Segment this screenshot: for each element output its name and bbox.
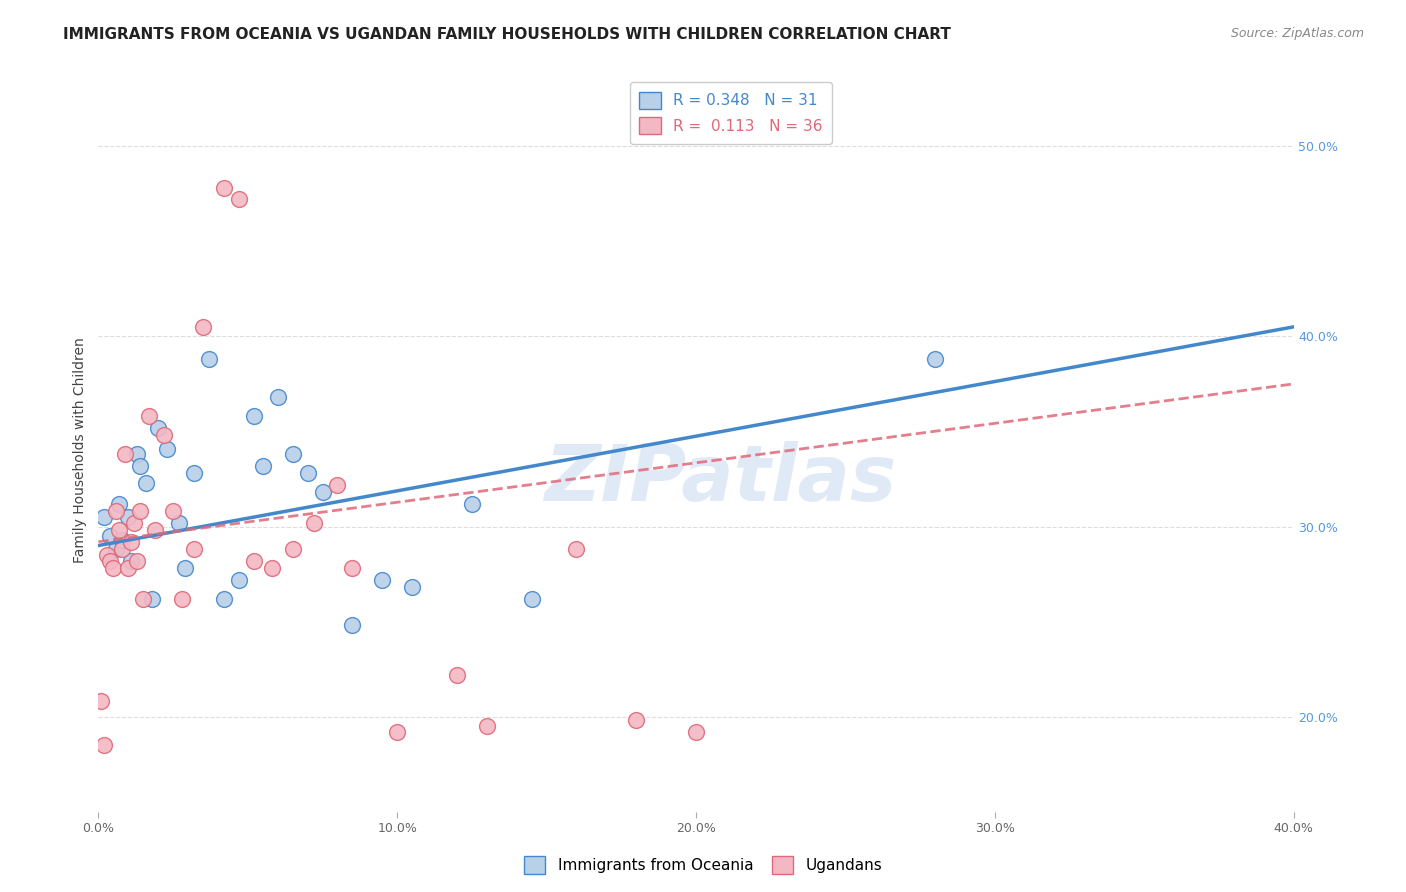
Point: [162, 504, 184, 518]
Point: [98, 554, 122, 568]
Point: [96, 548, 118, 562]
Point: [114, 447, 136, 461]
Point: [311, 485, 333, 500]
Point: [371, 573, 394, 587]
Point: [565, 542, 588, 557]
Point: [135, 475, 157, 490]
Point: [475, 719, 498, 733]
Point: [117, 510, 139, 524]
Point: [243, 409, 266, 424]
Point: [174, 561, 197, 575]
Point: [326, 477, 349, 491]
Point: [132, 591, 155, 606]
Point: [108, 524, 131, 538]
Point: [93, 738, 115, 752]
Point: [342, 618, 364, 632]
Point: [103, 561, 125, 575]
Point: [297, 467, 319, 481]
Point: [191, 319, 214, 334]
Point: [446, 668, 468, 682]
Point: [924, 352, 946, 367]
Legend: Immigrants from Oceania, Ugandans: Immigrants from Oceania, Ugandans: [517, 850, 889, 880]
Point: [148, 420, 170, 434]
Point: [461, 497, 484, 511]
Point: [626, 714, 648, 728]
Point: [385, 724, 409, 739]
Point: [127, 554, 149, 568]
Point: [281, 447, 304, 461]
Point: [198, 352, 221, 367]
Text: Source: ZipAtlas.com: Source: ZipAtlas.com: [1230, 27, 1364, 40]
Point: [212, 591, 235, 606]
Point: [138, 409, 160, 424]
Point: [243, 554, 266, 568]
Point: [117, 561, 139, 575]
Point: [260, 561, 283, 575]
Point: [685, 724, 707, 739]
Point: [93, 510, 115, 524]
Point: [183, 542, 205, 557]
Point: [520, 591, 543, 606]
Point: [401, 580, 423, 594]
Point: [129, 504, 152, 518]
Point: [98, 529, 122, 543]
Point: [281, 542, 304, 557]
Point: [105, 504, 128, 518]
Point: [267, 390, 290, 404]
Point: [105, 542, 128, 557]
Point: [124, 516, 146, 530]
Point: [156, 442, 179, 456]
Point: [129, 458, 152, 473]
Point: [183, 467, 205, 481]
Point: [120, 554, 142, 568]
Point: [153, 428, 176, 442]
Y-axis label: Family Households with Children: Family Households with Children: [73, 337, 87, 564]
Point: [228, 573, 250, 587]
Point: [212, 181, 235, 195]
Point: [127, 447, 149, 461]
Point: [228, 193, 250, 207]
Point: [172, 591, 194, 606]
Point: [108, 497, 131, 511]
Point: [111, 542, 134, 557]
Point: [143, 524, 166, 538]
Point: [302, 516, 325, 530]
Point: [342, 561, 364, 575]
Point: [111, 533, 134, 547]
Text: IMMIGRANTS FROM OCEANIA VS UGANDAN FAMILY HOUSEHOLDS WITH CHILDREN CORRELATION C: IMMIGRANTS FROM OCEANIA VS UGANDAN FAMIL…: [63, 27, 950, 42]
Point: [167, 516, 190, 530]
Legend: R = 0.348   N = 31, R =  0.113   N = 36: R = 0.348 N = 31, R = 0.113 N = 36: [630, 82, 832, 144]
Text: ZIPatlas: ZIPatlas: [544, 442, 896, 517]
Point: [90, 694, 112, 708]
Point: [252, 458, 274, 473]
Point: [141, 591, 163, 606]
Point: [120, 534, 142, 549]
